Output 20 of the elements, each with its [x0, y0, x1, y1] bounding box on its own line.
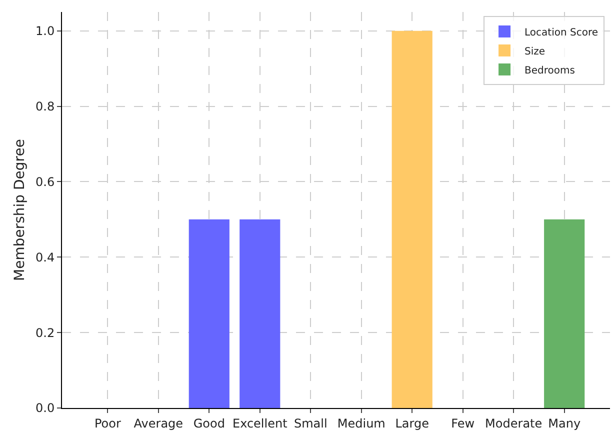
- y-tick-label: 0.0: [36, 401, 55, 416]
- legend-label: Location Score: [524, 27, 598, 38]
- legend-label: Bedrooms: [524, 65, 575, 76]
- x-tick-label: Many: [548, 416, 581, 430]
- x-tick-label: Few: [451, 416, 475, 430]
- legend-label: Size: [524, 46, 546, 58]
- x-tick-label: Excellent: [232, 416, 288, 430]
- y-axis-title: Membership Degree: [12, 139, 28, 281]
- y-tick-label: 1.0: [36, 24, 55, 38]
- x-tick-label: Medium: [337, 416, 386, 430]
- x-tick-label: Good: [193, 416, 225, 430]
- x-tick-label: Small: [294, 416, 328, 430]
- y-tick-label: 0.6: [36, 174, 55, 189]
- y-tick-label: 0.4: [36, 250, 55, 264]
- x-tick-label: Average: [134, 416, 184, 430]
- y-tick-label: 0.2: [36, 326, 55, 340]
- x-tick-label: Poor: [94, 416, 121, 430]
- x-tick-label: Large: [395, 416, 429, 430]
- x-tick-label: Moderate: [485, 416, 542, 430]
- y-tick-label: 0.8: [36, 99, 55, 114]
